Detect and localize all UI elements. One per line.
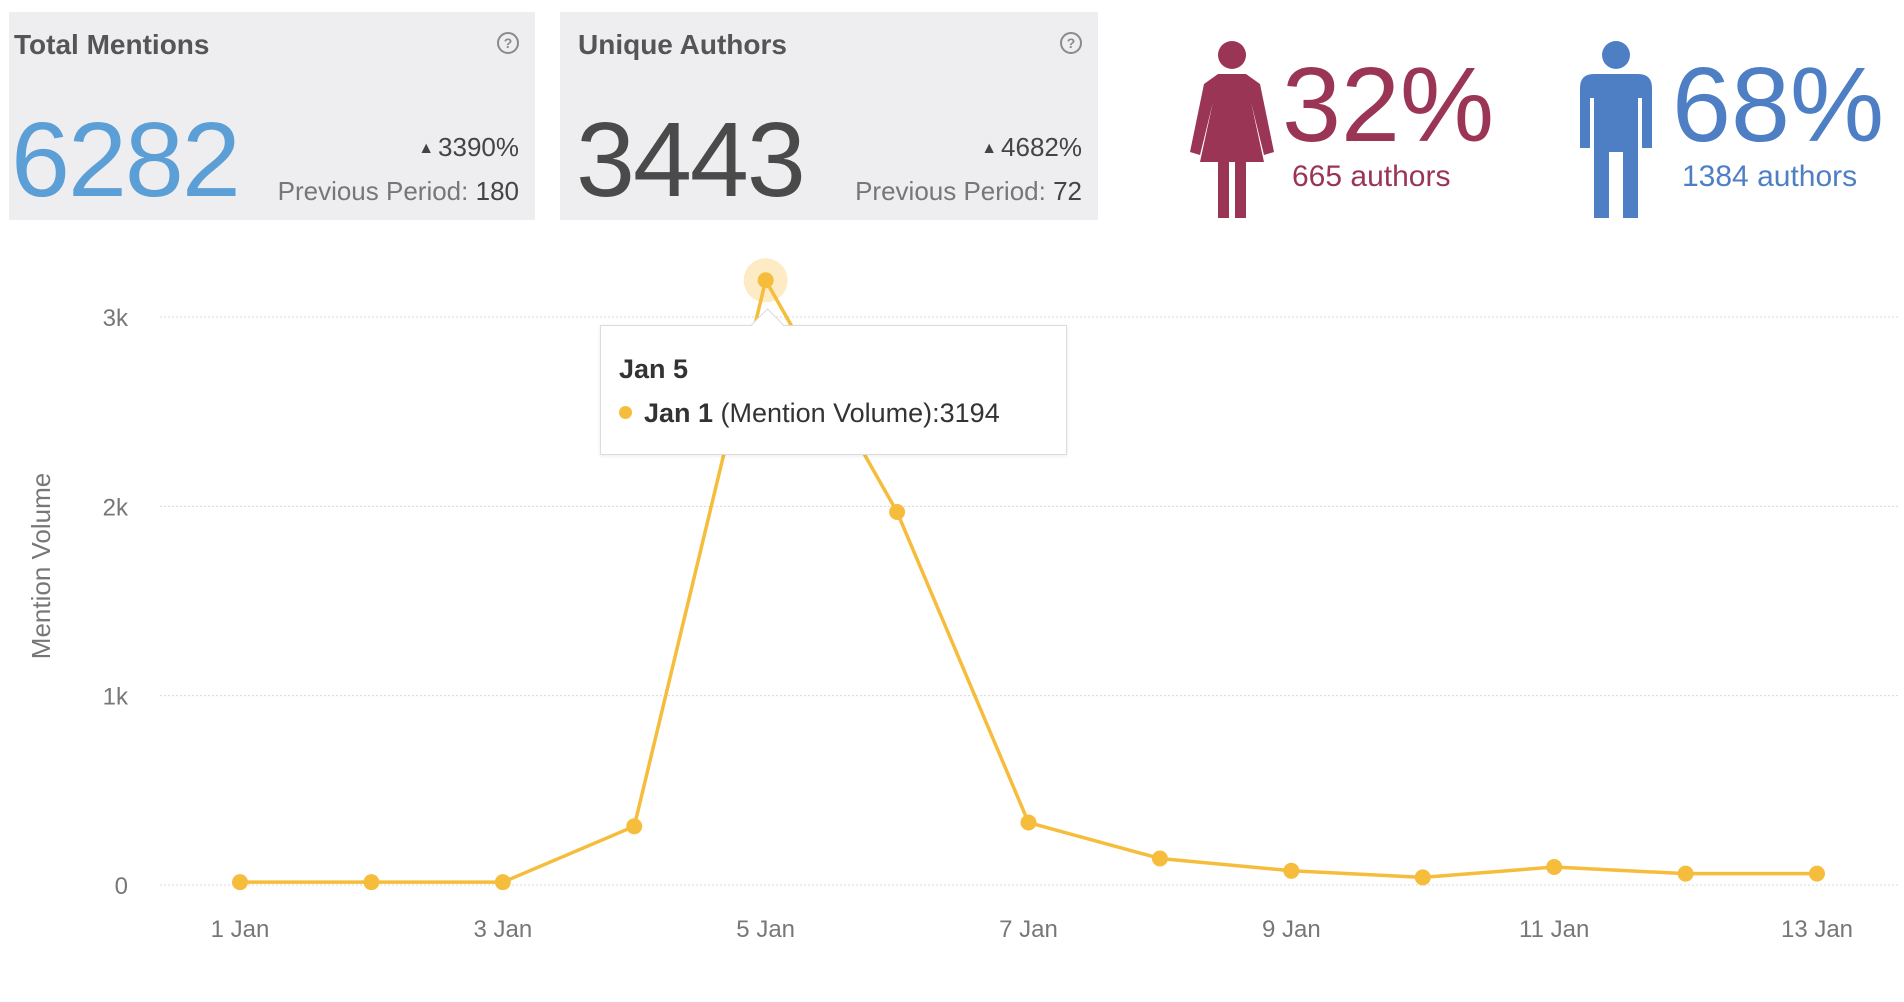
unique-authors-value: 3443 [576,101,806,219]
y-tick-label: 0 [115,873,128,900]
previous-period-value: 72 [1053,176,1082,206]
data-point [757,272,774,289]
female-authors: 665 authors [1292,160,1451,193]
tooltip-title: Jan 5 [619,354,689,384]
unique-authors-title: Unique Authors [578,29,787,60]
female-person-icon [1190,41,1274,218]
help-icon[interactable]: ? [497,32,519,54]
total-mentions-value: 6282 [11,101,241,219]
y-tick-label: 2k [103,494,129,521]
data-point [1151,850,1168,867]
tooltip-row: Jan 1 (Mention Volume):3194 [619,398,1000,429]
y-tick-label: 1k [103,684,129,711]
help-icon[interactable]: ? [1060,32,1082,54]
data-point [363,874,380,891]
data-point [1020,814,1037,831]
data-point [494,874,511,891]
x-tick-label: 3 Jan [473,916,532,943]
unique-authors-card: Unique Authors ? 3443 ▲ 4682% Previous Pe… [560,12,1098,220]
previous-period-label: Previous Period: [855,176,1046,206]
x-tick-label: 13 Jan [1781,916,1853,943]
data-point [1283,862,1300,879]
up-triangle-icon: ▲ [981,140,998,157]
total-mentions-change-value: 3390% [438,132,519,162]
total-mentions-previous: Previous Period: 180 [278,176,519,207]
total-mentions-title: Total Mentions [14,29,210,60]
up-triangle-icon: ▲ [418,140,435,157]
female-percent: 32% [1282,46,1495,164]
chart-tooltip: Jan 5 Jan 1 (Mention Volume):3194 [600,308,1067,455]
data-point [626,818,643,835]
total-mentions-card: Total Mentions ? 6282 ▲ 3390% Previous Pe… [9,12,535,220]
data-point [1546,859,1563,876]
total-mentions-change: ▲ 3390% [418,132,519,163]
data-point [889,504,906,521]
male-authors: 1384 authors [1682,160,1858,193]
previous-period-label: Previous Period: [277,176,469,206]
previous-period-value: 180 [475,176,519,206]
x-tick-label: 7 Jan [999,916,1058,943]
x-tick-label: 11 Jan [1519,916,1589,943]
x-tick-label: 9 Jan [1262,916,1321,943]
y-axis-label: Mention Volume [26,473,56,659]
x-tick-label: 1 Jan [211,916,270,943]
data-point [1414,869,1431,886]
male-percent: 68% [1672,46,1885,164]
tooltip-series: Jan 1 [644,398,714,428]
data-point [232,874,248,891]
tooltip-value: (Mention Volume):3194 [713,398,1000,428]
series-dot-icon [619,406,632,419]
unique-authors-change-value: 4682% [1001,132,1082,162]
x-tick-label: 5 Jan [736,916,795,943]
data-point [1677,865,1694,882]
male-person-icon [1580,41,1652,218]
y-tick-label: 3k [103,305,129,332]
data-point [1809,865,1825,882]
unique-authors-change: ▲ 4682% [981,132,1082,163]
unique-authors-previous: Previous Period: 72 [855,176,1082,207]
